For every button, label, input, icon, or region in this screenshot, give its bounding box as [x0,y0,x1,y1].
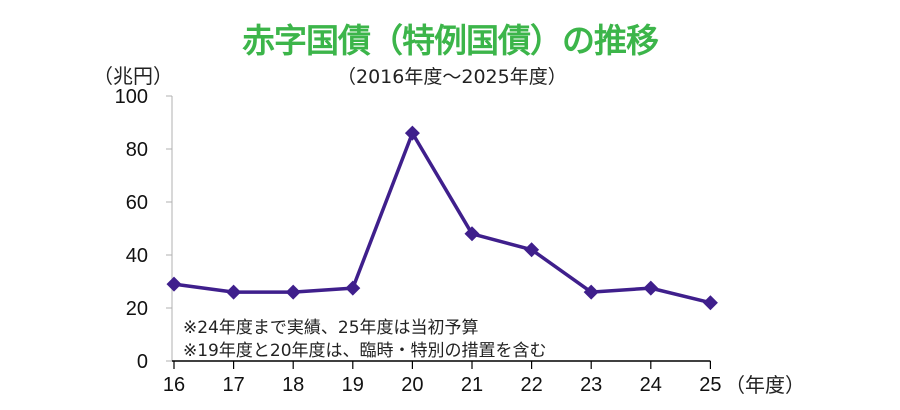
diamond-marker-icon [643,280,659,296]
diamond-marker-icon [285,284,301,300]
y-tick-label: 20 [126,298,148,320]
x-axis-unit-label: （年度） [725,373,805,397]
chart-subtitle: （2016年度～2025年度） [337,66,567,88]
data-line [173,131,711,305]
y-tick-label: 0 [137,351,148,373]
x-tick-label: 23 [580,374,602,396]
x-tick-label: 22 [520,374,542,396]
x-tick-label: 18 [282,374,304,396]
x-tick-label: 25 [699,374,721,396]
x-tick-label: 16 [163,374,185,396]
diamond-marker-icon [166,276,182,292]
x-tick-label: 24 [640,374,662,396]
diamond-marker-icon [404,125,420,141]
diamond-marker-icon [345,280,361,296]
diamond-marker-icon [702,295,718,311]
diamond-marker-icon [583,284,599,300]
y-tick-label: 40 [126,245,148,267]
diamond-marker-icon [226,284,242,300]
chart-title: 赤字国債（特例国債）の推移 [242,21,659,60]
x-tick-label: 20 [401,374,423,396]
y-tick-label: 60 [126,192,148,214]
y-tick-label: 100 [115,86,148,108]
annotation-note-2: ※19年度と20年度は、臨時・特別の措置を含む [183,341,547,361]
diamond-marker-icon [464,226,480,242]
y-axis-unit-label: （兆円） [93,64,173,88]
y-tick-label: 80 [126,139,148,161]
annotation-note-1: ※24年度まで実績、25年度は当初予算 [183,318,479,338]
diamond-marker-icon [524,242,540,258]
x-tick-label: 19 [342,374,364,396]
x-tick-label: 17 [222,374,244,396]
x-tick-label: 21 [461,374,483,396]
